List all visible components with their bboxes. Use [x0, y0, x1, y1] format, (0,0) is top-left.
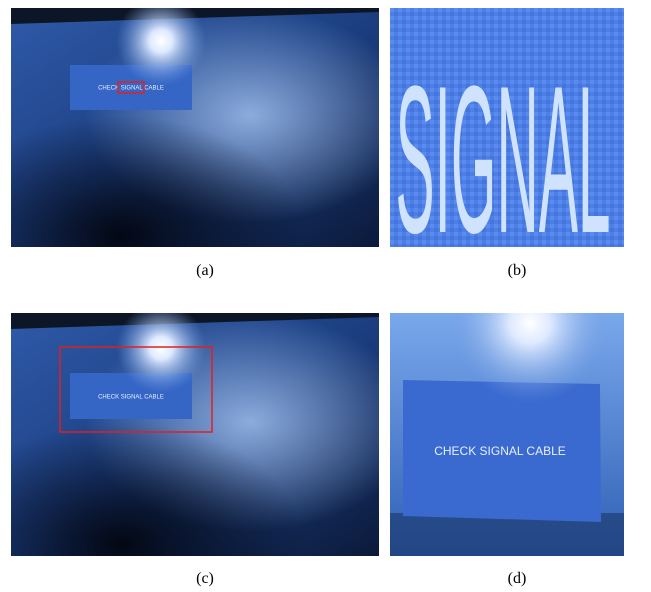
- screen-text: SIGNAL: [396, 42, 611, 277]
- photo-c: CHECK SIGNAL CABLE: [11, 313, 379, 556]
- screen-text: CHECK SIGNAL CABLE: [98, 86, 164, 92]
- photo-d: CHECK SIGNAL CABLE: [390, 313, 624, 556]
- screen-text: CHECK SIGNAL CABLE: [98, 395, 164, 401]
- caption: (a): [196, 262, 214, 279]
- screen-text: CHECK SIGNAL CABLE: [434, 444, 566, 458]
- photo-a: CHECK SIGNAL CABLE: [11, 8, 379, 247]
- caption: (c): [196, 570, 214, 587]
- caption: (d): [508, 570, 527, 587]
- photo-b: SIGNAL: [390, 8, 624, 277]
- caption: (b): [508, 262, 527, 279]
